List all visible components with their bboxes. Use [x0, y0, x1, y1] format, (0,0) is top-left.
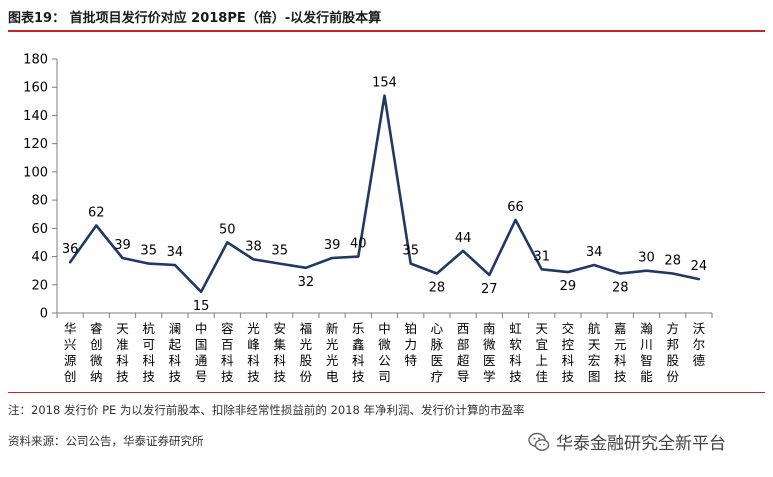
category-label: 瀚川智能: [640, 321, 653, 384]
y-tick-label: 60: [31, 222, 48, 237]
data-label: 32: [298, 275, 315, 290]
category-label: 杭可科技: [142, 321, 155, 384]
category-label: 铂力特: [404, 321, 417, 368]
category-label: 嘉元科技: [614, 321, 627, 384]
data-label: 40: [350, 237, 367, 252]
data-label: 39: [324, 238, 341, 253]
category-label: 西部超导: [457, 321, 470, 384]
category-label: 容百科技: [221, 321, 234, 384]
top-divider: [8, 30, 765, 32]
category-label: 乐鑫科技: [352, 321, 365, 384]
data-label: 27: [481, 282, 498, 297]
data-label: 38: [245, 239, 262, 254]
data-label: 29: [560, 279, 577, 294]
y-tick-label: 120: [23, 137, 48, 152]
y-tick-label: 100: [23, 165, 48, 180]
category-label: 新光光电: [326, 321, 339, 384]
watermark: 华泰金融研究全新平台: [527, 429, 726, 454]
data-label: 28: [429, 280, 446, 295]
chart-note: 注：2018 发行价 PE 为以发行前股本、扣除非经常性损益前的 2018 年净…: [8, 403, 525, 417]
category-label: 光峰科技: [247, 321, 260, 384]
category-label: 华兴源创: [64, 321, 77, 384]
wechat-icon: [528, 432, 550, 451]
category-label: 中国通号: [195, 321, 208, 384]
category-label: 天宜上佳: [535, 321, 548, 384]
category-label: 天准科技: [116, 321, 129, 384]
y-tick-label: 180: [23, 53, 48, 68]
data-label: 31: [533, 249, 550, 264]
category-label: 交控科技: [562, 321, 575, 384]
data-label: 24: [691, 259, 708, 274]
category-label: 南微医学: [483, 321, 496, 384]
category-label: 沃尔德: [693, 321, 706, 368]
data-label: 62: [88, 206, 105, 221]
bottom-divider: [8, 392, 765, 393]
y-tick-label: 20: [31, 278, 48, 293]
line-chart: 0 20 40 60 80 100 120 140 160 180 36 62 39 35 34 15 50 38…: [23, 53, 713, 384]
data-label: 66: [507, 200, 524, 215]
data-label: 28: [612, 280, 629, 295]
watermark-text: 华泰金融研究全新平台: [556, 434, 726, 454]
data-label: 35: [402, 244, 419, 259]
data-label: 30: [638, 251, 655, 266]
category-label: 睿创微纳: [90, 321, 103, 384]
category-label: 安集科技: [273, 321, 286, 384]
data-label: 50: [219, 222, 236, 237]
data-label: 35: [271, 244, 288, 259]
y-tick-label: 0: [40, 307, 48, 322]
data-label: 39: [114, 238, 131, 253]
y-tick-label: 40: [31, 250, 48, 265]
category-label: 中微公司: [378, 321, 391, 384]
data-label: 34: [586, 245, 603, 260]
category-label: 心脉医疗: [431, 321, 444, 384]
data-label: 35: [140, 244, 157, 259]
data-label: 44: [455, 231, 472, 246]
category-label: 虹软科技: [509, 321, 522, 384]
chart-source: 资料来源：公司公告，华泰证券研究所: [8, 434, 204, 448]
series-line: [68, 94, 701, 294]
data-label: 154: [372, 76, 397, 91]
data-label: 36: [62, 242, 79, 257]
category-label: 方邦股份: [666, 321, 679, 384]
data-label: 34: [167, 245, 184, 260]
category-label: 澜起科技: [169, 321, 182, 384]
category-label: 航天宏图: [588, 321, 601, 384]
chart-title: 图表19： 首批项目发行价对应 2018PE（倍）-以发行前股本算: [8, 11, 382, 26]
category-label: 福光股份: [300, 321, 313, 384]
y-tick-label: 80: [31, 194, 48, 209]
data-label: 28: [664, 253, 681, 268]
y-tick-label: 140: [23, 109, 48, 124]
y-tick-label: 160: [23, 81, 48, 96]
data-label: 15: [193, 299, 210, 314]
